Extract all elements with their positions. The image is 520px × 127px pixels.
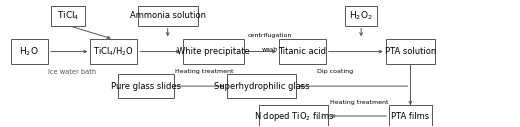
FancyBboxPatch shape (138, 6, 198, 26)
Text: centrifugation: centrifugation (248, 33, 292, 38)
Text: Titanic acid: Titanic acid (279, 47, 327, 56)
Text: PTA films: PTA films (392, 112, 430, 121)
FancyBboxPatch shape (10, 39, 48, 64)
Text: H$_2$O$_2$: H$_2$O$_2$ (349, 10, 373, 22)
Text: H$_2$O: H$_2$O (19, 45, 39, 58)
Text: Dip coating: Dip coating (317, 69, 353, 74)
FancyBboxPatch shape (279, 39, 326, 64)
Text: TiCl$_4$: TiCl$_4$ (57, 10, 80, 22)
Text: Pure glass slides: Pure glass slides (111, 82, 181, 91)
FancyBboxPatch shape (389, 105, 432, 127)
Text: Ice water bath: Ice water bath (48, 69, 96, 75)
Text: wash: wash (262, 46, 278, 52)
FancyBboxPatch shape (386, 39, 435, 64)
Text: PTA solution: PTA solution (385, 47, 436, 56)
Text: Superhydrophilic glass: Superhydrophilic glass (214, 82, 309, 91)
Text: TiCl$_4$/H$_2$O: TiCl$_4$/H$_2$O (93, 45, 134, 58)
Text: Heating treatment: Heating treatment (175, 69, 234, 74)
Text: Ammonia solution: Ammonia solution (129, 11, 206, 20)
Text: White precipitate: White precipitate (177, 47, 250, 56)
FancyBboxPatch shape (345, 6, 378, 26)
Text: N doped TiO$_2$ films: N doped TiO$_2$ films (254, 109, 334, 123)
FancyBboxPatch shape (259, 105, 328, 127)
FancyBboxPatch shape (118, 75, 174, 98)
FancyBboxPatch shape (90, 39, 137, 64)
FancyBboxPatch shape (183, 39, 244, 64)
Text: Heating treatment: Heating treatment (330, 100, 389, 105)
FancyBboxPatch shape (51, 6, 85, 26)
FancyBboxPatch shape (227, 75, 296, 98)
